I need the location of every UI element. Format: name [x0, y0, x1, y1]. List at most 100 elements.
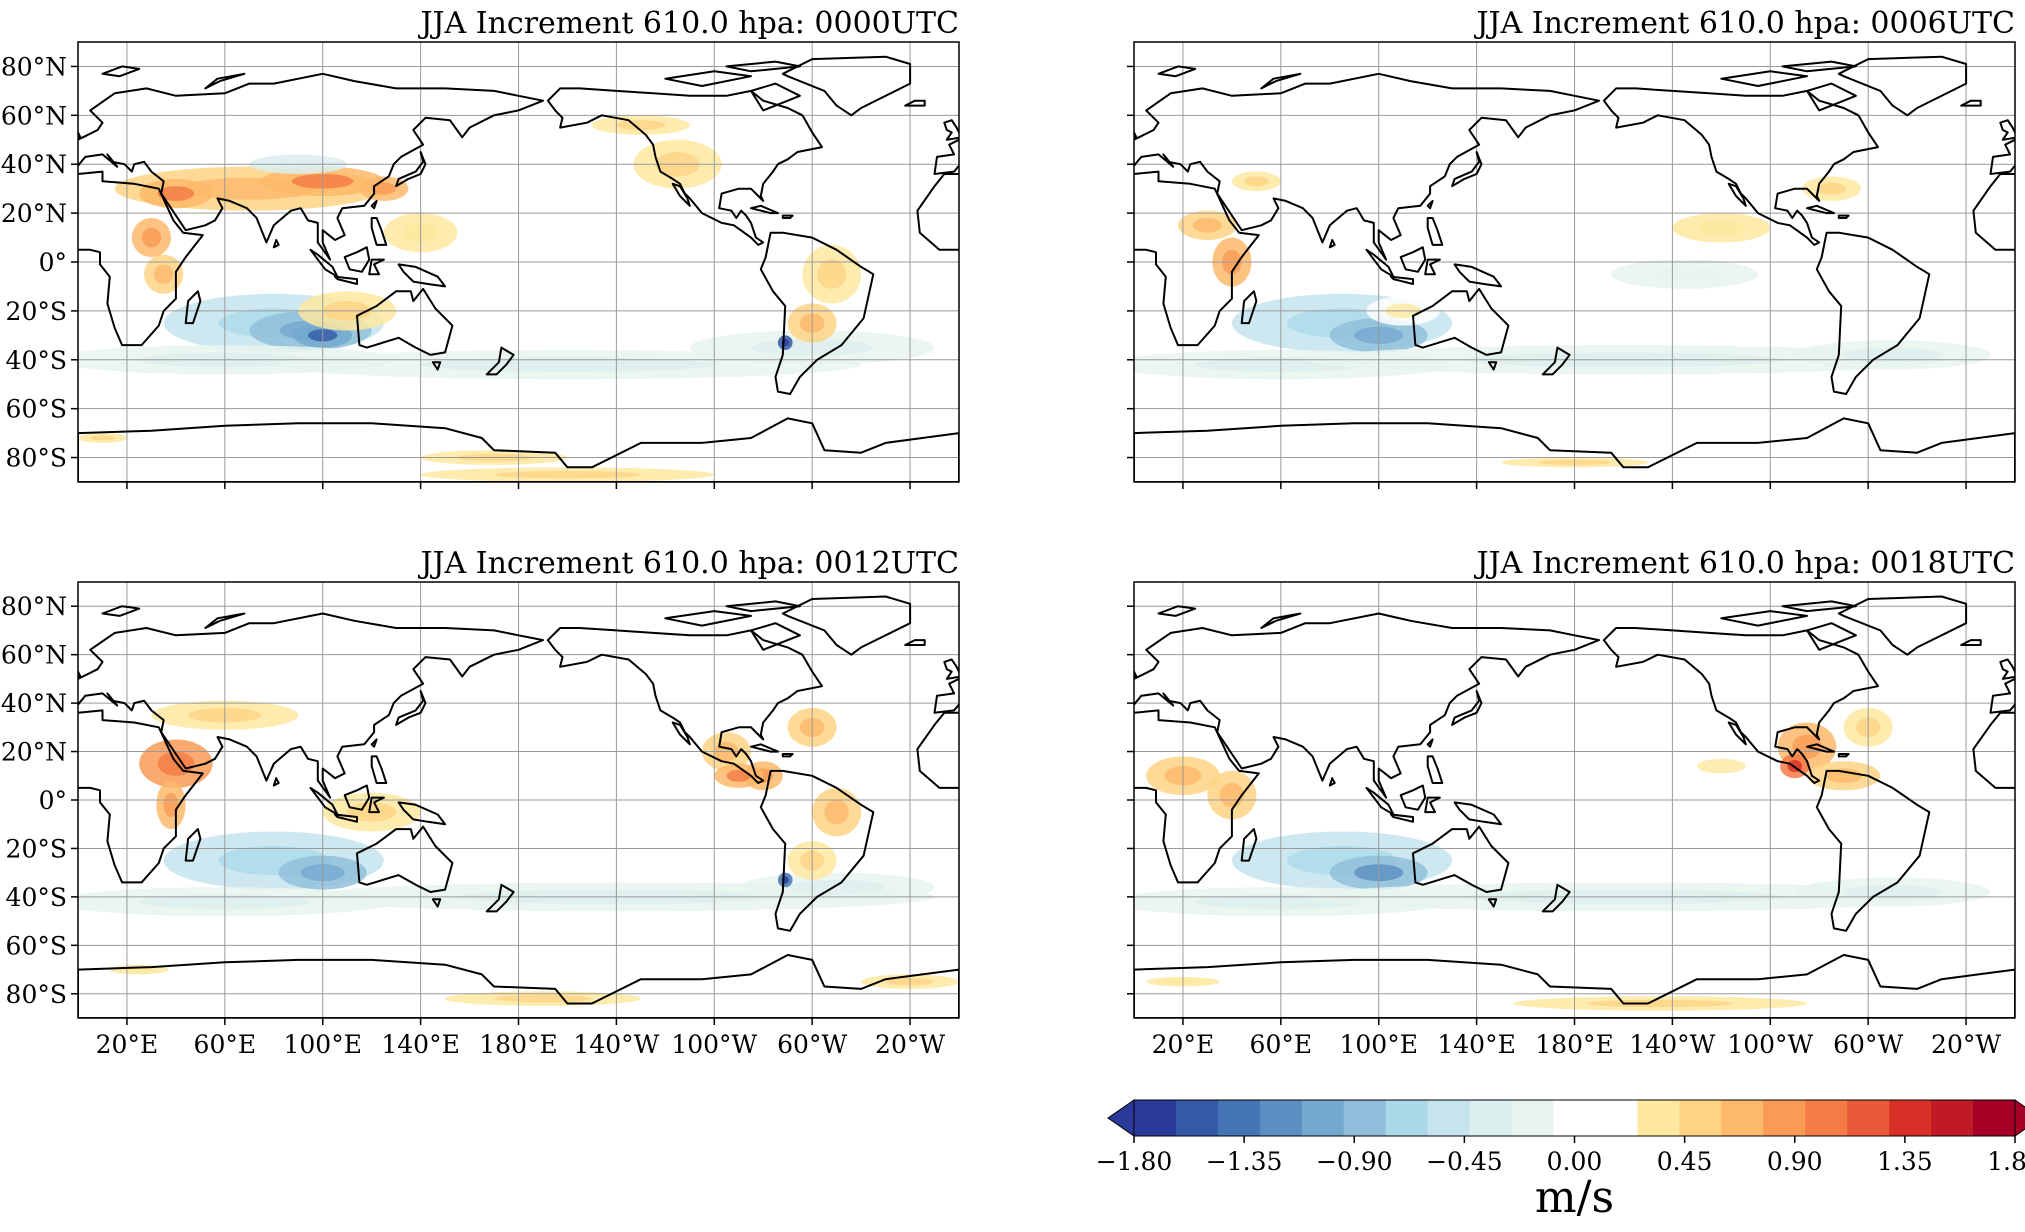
lat-tick-label: 40°N: [1, 150, 67, 179]
lat-tick-label: 60°N: [1, 641, 67, 670]
increment-contour-core: [787, 879, 886, 895]
coastline-path: [1541, 883, 1571, 913]
lon-tick-label: 140°E: [1437, 1030, 1515, 1059]
coastline-path: [78, 130, 82, 139]
coastline-path: [1399, 246, 1427, 273]
coastline-path: [1720, 70, 1808, 87]
coastline-path: [1426, 199, 1434, 210]
lat-tick-label: 40°N: [1, 689, 67, 718]
coastline-path: [1240, 290, 1258, 325]
colorbar-swatch: [1595, 1100, 1639, 1136]
gridlines: [78, 582, 959, 1018]
coastline-path: [904, 99, 926, 107]
coastline-path: [78, 72, 544, 261]
increment-contour-core: [726, 769, 751, 782]
coastline-path: [370, 199, 378, 210]
coastline-path: [781, 55, 912, 117]
lat-tick-label: 40°S: [6, 346, 67, 375]
coastline-path: [984, 606, 1021, 616]
colorbar-swatch: [1301, 1100, 1345, 1136]
colorbar-swatch: [1511, 1100, 1555, 1136]
coastline-path: [1602, 87, 1879, 246]
coastline-path: [1453, 801, 1503, 826]
lat-tick-label: 0°: [39, 248, 67, 277]
increment-contour-core: [616, 120, 666, 130]
coastline-path: [1451, 690, 1483, 726]
colorbar-tick-label: 0.90: [1767, 1147, 1823, 1176]
colorbar-swatch: [1469, 1100, 1513, 1136]
tick-marks: [1127, 605, 1967, 1025]
lon-tick-label: 60°E: [194, 1030, 257, 1059]
coastline-path: [1412, 287, 1510, 356]
colorbar-tick-label: 1.35: [1877, 1147, 1933, 1176]
coastline-path: [1806, 622, 1857, 651]
coastline-path: [1240, 828, 1258, 862]
increment-contour-core: [153, 264, 174, 284]
coastline-path: [2014, 432, 2015, 482]
lat-tick-label: 80°S: [6, 444, 67, 473]
coastline-path: [1134, 170, 1260, 347]
lon-tick-label: 140°W: [573, 1030, 659, 1059]
map-panel-0012utc: JJA Increment 610.0 hpa: 0012UTC 80°N 60°N…: [1, 546, 1021, 1059]
lat-tick-label: 60°S: [6, 931, 67, 960]
lon-tick-label: 180°E: [479, 1030, 557, 1059]
increment-contour-core: [1816, 182, 1847, 195]
coastline-path: [750, 82, 801, 112]
map-panel-0000utc: JJA Increment 610.0 hpa: 0000UTC 80°N 60°N…: [1, 6, 1082, 489]
coastline-path: [750, 204, 779, 215]
tick-marks: [1127, 65, 1967, 489]
coastline-path: [1999, 658, 2015, 680]
coastline-path: [431, 361, 442, 371]
map-panel-0018utc: JJA Increment 610.0 hpa: 0018UTC 20°E 60°E…: [1080, 546, 2016, 1059]
coastline-path: [101, 605, 141, 617]
coastline-path: [1487, 898, 1498, 908]
coastline-path: [1837, 753, 1850, 758]
increment-contour-core: [1647, 266, 1722, 282]
increment-contour-core: [1586, 999, 1734, 1008]
coastline-path: [368, 258, 385, 276]
lat-tick-label: 20°N: [1, 199, 67, 228]
coastline-path: [204, 72, 246, 90]
coastline-path: [1837, 214, 1850, 219]
coastline-path: [272, 777, 280, 787]
increment-contour-core: [494, 471, 641, 479]
panel-title: JJA Increment 610.0 hpa: 0012UTC: [417, 546, 959, 581]
coastline-path: [1260, 612, 1302, 629]
coastline-path: [1067, 291, 1082, 323]
colorbar-swatch: [1427, 1100, 1471, 1136]
coastline-path: [1134, 954, 2015, 1018]
coastline-path: [1815, 769, 1931, 932]
colorbar-swatch: [1217, 1100, 1261, 1136]
increment-contour-core: [157, 186, 195, 201]
lat-tick-label: 20°S: [6, 297, 67, 326]
coastline-path: [1365, 248, 1395, 278]
colorbar-tick-label: −0.90: [1316, 1147, 1393, 1176]
colorbar: −1.80 −1.35 −0.90 −0.45 0.00 0.45 0.90 1.35 1.80…: [1096, 1099, 2025, 1223]
colorbar-swatch: [1637, 1100, 1680, 1136]
coastline-path: [485, 346, 515, 376]
coastline-path: [943, 119, 959, 141]
coastline-path: [664, 70, 752, 87]
colorbar-tick-label: 0.45: [1657, 1147, 1713, 1176]
coastline-path: [368, 796, 385, 814]
increment-contour-core: [141, 227, 162, 248]
coastline-path: [78, 612, 544, 799]
coastline-path: [1080, 640, 1100, 645]
coastline-path: [1426, 217, 1444, 246]
panel-title: JJA Increment 610.0 hpa: 0018UTC: [1473, 546, 2015, 581]
lon-tick-label: 60°W: [777, 1030, 847, 1059]
increment-contour-core: [163, 792, 179, 817]
coastline-path: [485, 883, 515, 913]
colorbar-tick-label: −1.35: [1206, 1147, 1283, 1176]
coastline-path: [78, 669, 82, 678]
coastline-path: [1837, 595, 1968, 656]
colorbar-extend-max: [2014, 1099, 2025, 1137]
colorbar-swatch: [1763, 1100, 1806, 1136]
coastline-path: [1426, 755, 1444, 784]
colorbar-swatch: [1721, 1100, 1764, 1136]
coastline-path: [272, 239, 280, 249]
increment-contour-core: [1219, 783, 1245, 808]
coastline-path: [184, 828, 202, 862]
colorbar-swatch: [1343, 1100, 1387, 1136]
